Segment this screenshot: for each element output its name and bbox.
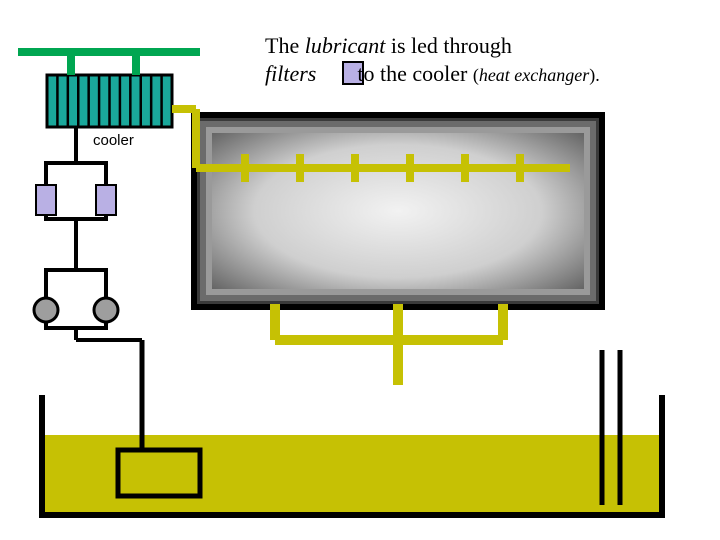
filter-box-1	[36, 185, 56, 215]
pump-c1	[34, 298, 58, 322]
caption-line2: filters to the cooler (heat exchanger).	[265, 61, 600, 86]
filter-box-2	[96, 185, 116, 215]
caption: The lubricant is led through filters to …	[265, 32, 600, 89]
engine-body	[197, 118, 599, 304]
pump-c2	[94, 298, 118, 322]
caption-line1: The lubricant is led through	[265, 33, 512, 58]
cooler-label: cooler	[93, 132, 134, 149]
intake-strainer	[118, 450, 200, 496]
